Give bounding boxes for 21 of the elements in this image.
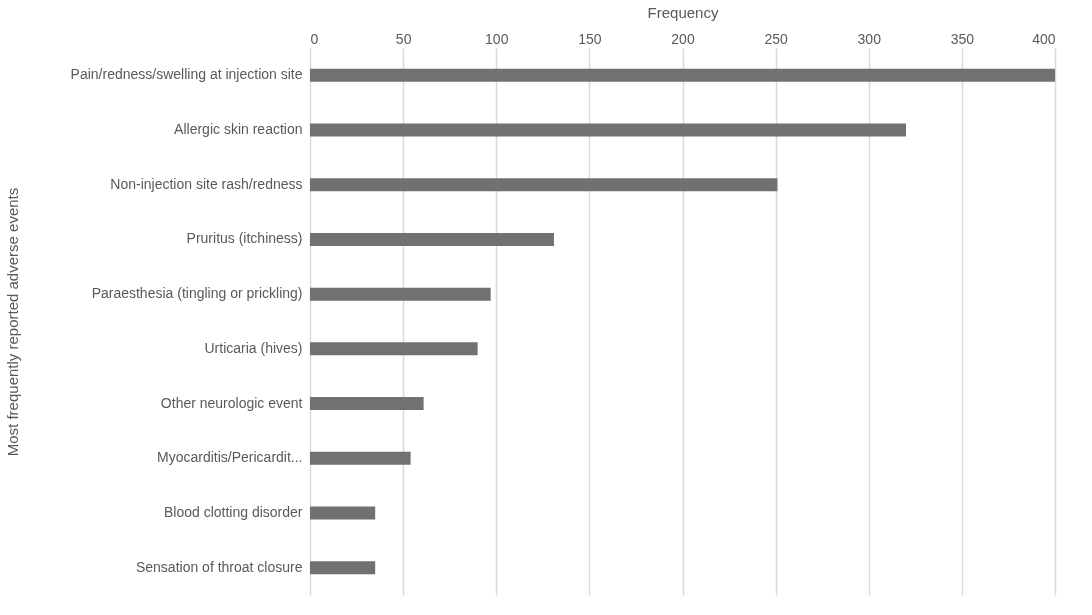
y-tick-label: Pain/redness/swelling at injection site [70,66,303,83]
y-axis-title: Most frequently reported adverse events [3,187,21,457]
x-tick-label: 200 [671,30,695,47]
x-tick-label: 150 [578,30,602,47]
y-tick-label: Pruritus (itchiness) [186,230,303,247]
y-tick-label: Allergic skin reaction [174,121,303,138]
y-tick-label: Non-injection site rash/redness [110,175,303,192]
x-tick-label: 50 [395,30,412,47]
y-tick-label: Sensation of throat closure [135,558,303,575]
y-tick-label: Myocarditis/Pericardit... [157,449,303,466]
x-tick-label: 250 [764,30,789,47]
x-tick-label: 300 [857,30,882,47]
x-tick-label: 0 [310,30,319,47]
x-axis-title: Frequency [647,3,719,21]
y-tick-label: Urticaria (hives) [204,339,303,356]
x-tick-label: 350 [950,30,975,47]
y-tick-label: Other neurologic event [160,394,303,411]
y-tick-label: Paraesthesia (tingling or prickling) [91,285,303,302]
x-tick-label: 100 [485,30,509,47]
x-tick-label: 400 [1032,30,1056,47]
y-tick-label: Blood clotting disorder [163,503,303,520]
